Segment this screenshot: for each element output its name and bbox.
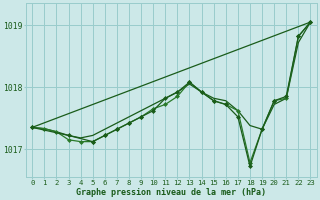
X-axis label: Graphe pression niveau de la mer (hPa): Graphe pression niveau de la mer (hPa) (76, 188, 266, 197)
